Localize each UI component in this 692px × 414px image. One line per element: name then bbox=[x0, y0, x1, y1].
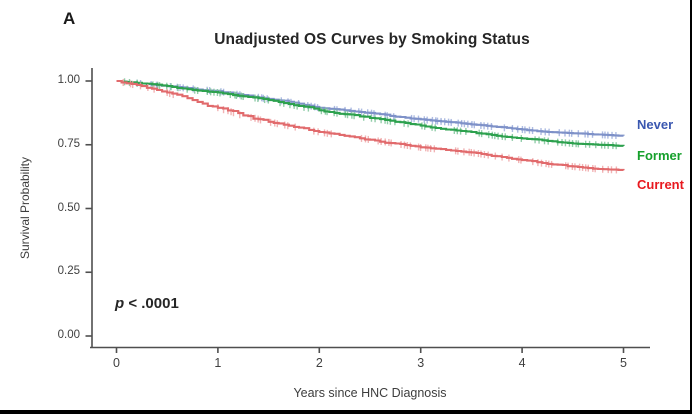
x-tick-label: 5 bbox=[620, 356, 627, 370]
censor-ticks-never bbox=[136, 79, 617, 140]
survival-curve-former bbox=[116, 79, 625, 147]
y-tick-label: 0.75 bbox=[57, 137, 80, 150]
x-tick-label: 2 bbox=[315, 356, 323, 370]
legend-label-never: Never bbox=[637, 117, 674, 132]
y-tick-label: 0.50 bbox=[57, 201, 80, 214]
series-former bbox=[116, 78, 625, 150]
legend-label-former: Former bbox=[637, 148, 682, 163]
x-tick-label: 0 bbox=[113, 356, 120, 370]
survival-curve-current bbox=[116, 79, 625, 171]
legend-label-current: Current bbox=[637, 177, 684, 192]
x-axis-title: Years since HNC Diagnosis bbox=[293, 386, 447, 400]
y-tick-label: 0.25 bbox=[57, 265, 80, 278]
x-tick-label: 3 bbox=[417, 356, 425, 370]
axes bbox=[85, 68, 650, 353]
x-tick-label: 1 bbox=[214, 356, 222, 370]
p-symbol: p bbox=[115, 295, 125, 312]
x-tick-label: 4 bbox=[518, 356, 526, 370]
y-tick-label: 0.00 bbox=[57, 329, 80, 341]
panel-label: A bbox=[63, 9, 76, 28]
chart-title: Unadjusted OS Curves by Smoking Status bbox=[214, 31, 530, 48]
series-current bbox=[116, 79, 625, 174]
p-value-annotation: p < .0001 bbox=[115, 295, 179, 312]
y-tick-label: 1.00 bbox=[57, 74, 80, 86]
p-text: < .0001 bbox=[124, 295, 179, 312]
